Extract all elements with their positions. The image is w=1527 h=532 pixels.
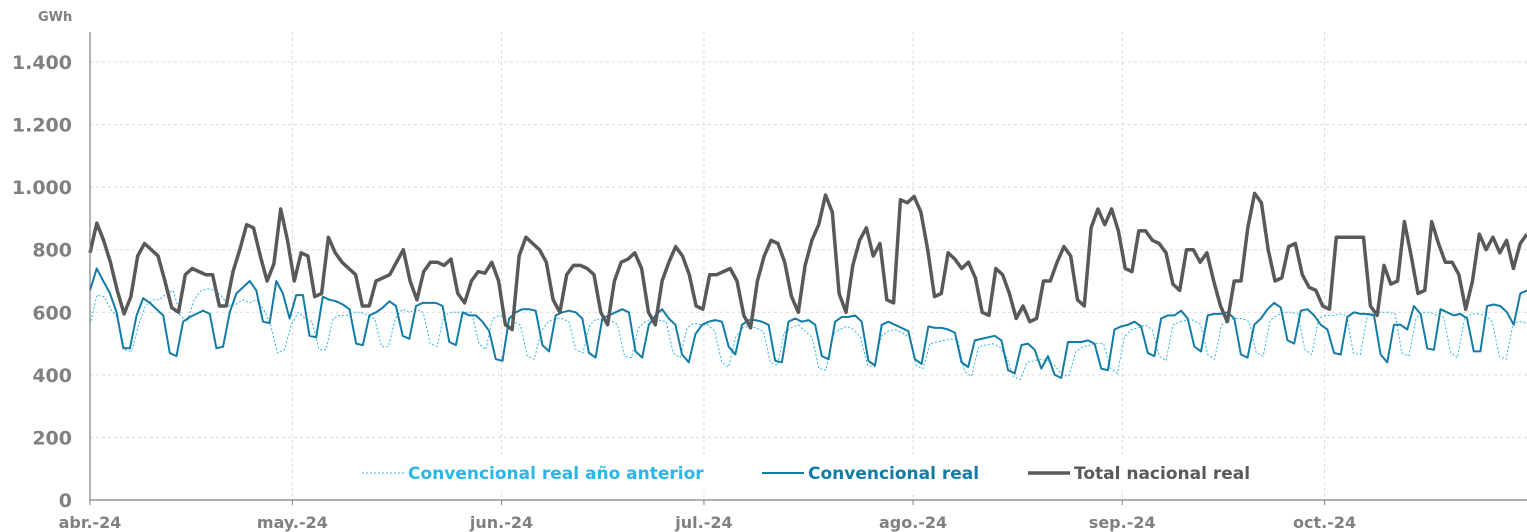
y-axis-ticks: 0 200 400 600 800 1.000 1.200 1.400 bbox=[12, 52, 72, 512]
x-tick-label: abr.-24 bbox=[59, 513, 122, 532]
legend-label-1: Convencional real bbox=[808, 464, 979, 484]
x-tick-label: may.-24 bbox=[257, 513, 328, 532]
legend-label-0: Convencional real año anterior bbox=[408, 464, 704, 484]
series-lines bbox=[88, 191, 1527, 381]
x-tick-label: sep.-24 bbox=[1089, 513, 1156, 532]
legend-background bbox=[352, 456, 1282, 490]
legend: Convencional real año anterior Convencion… bbox=[352, 456, 1282, 490]
y-tick-label: 1.200 bbox=[12, 115, 72, 137]
x-tick-label: ago.-24 bbox=[879, 513, 947, 532]
series-line-1 bbox=[89, 267, 1527, 379]
y-tick-label: 400 bbox=[32, 365, 72, 387]
x-tick-label: jun.-24 bbox=[469, 513, 533, 532]
legend-label-2: Total nacional real bbox=[1074, 464, 1250, 484]
y-tick-label: 200 bbox=[32, 427, 72, 449]
series-line-2 bbox=[88, 191, 1527, 332]
x-tick-label: oct.-24 bbox=[1293, 513, 1356, 532]
y-tick-label: 600 bbox=[32, 302, 72, 324]
y-tick-label: 1.000 bbox=[12, 177, 72, 199]
gridlines bbox=[90, 32, 1527, 500]
axes bbox=[89, 32, 1527, 501]
y-tick-label: 800 bbox=[32, 240, 72, 262]
series-line-0 bbox=[89, 288, 1527, 381]
y-tick-label: 0 bbox=[59, 490, 72, 512]
x-axis-ticks: abr.-24 may.-24 jun.-24 jul.-24 ago.-24 sep.-… bbox=[59, 500, 1356, 532]
x-tick-label: jul.-24 bbox=[674, 513, 732, 532]
y-axis-unit-label: GWh bbox=[38, 10, 72, 25]
y-tick-label: 1.400 bbox=[12, 52, 72, 74]
